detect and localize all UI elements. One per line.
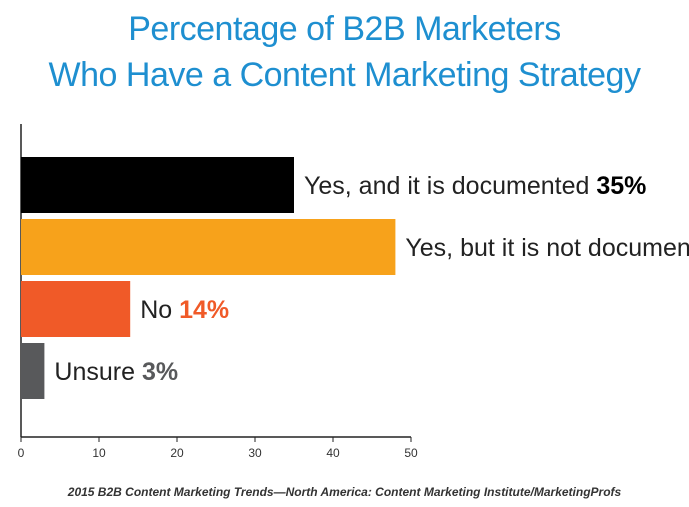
bar-category-label-2: No [140,296,179,324]
bar-label-0: Yes, and it is documented 35% [304,172,646,200]
x-tick-label-40: 40 [326,446,340,460]
bar-chart: 0 10 20 30 40 50 Yes, and it is documented 35%… [18,124,689,460]
x-tick-label-30: 30 [248,446,262,460]
chart-source: 2015 B2B Content Marketing Trends—North … [67,485,622,499]
chart-title: Percentage of B2B Marketers Who Have a C… [0,6,689,98]
bar-label-3: Unsure 3% [54,358,178,386]
bar-3 [21,343,45,399]
bar-category-label-1: Yes, but it is not documented [405,234,689,262]
bar-label-2: No 14% [140,296,229,324]
bar-2 [21,281,131,337]
bar-category-label-3: Unsure [54,358,142,386]
bar-value-label-2: 14% [179,296,229,324]
chart-title-line-2: Who Have a Content Marketing Strategy [48,56,641,94]
x-tick-label-50: 50 [404,446,418,460]
x-tick-label-20: 20 [170,446,184,460]
x-tick-label-10: 10 [92,446,106,460]
chart-title-line-1: Percentage of B2B Marketers [128,10,561,48]
bar-category-label-0: Yes, and it is documented [304,172,596,200]
bar-value-label-3: 3% [142,358,178,386]
bar-1 [21,219,396,275]
bar-label-1: Yes, but it is not documented 48% [405,234,689,262]
bar-0 [21,157,294,213]
bar-value-label-0: 35% [596,172,646,200]
x-tick-label-0: 0 [18,446,25,460]
